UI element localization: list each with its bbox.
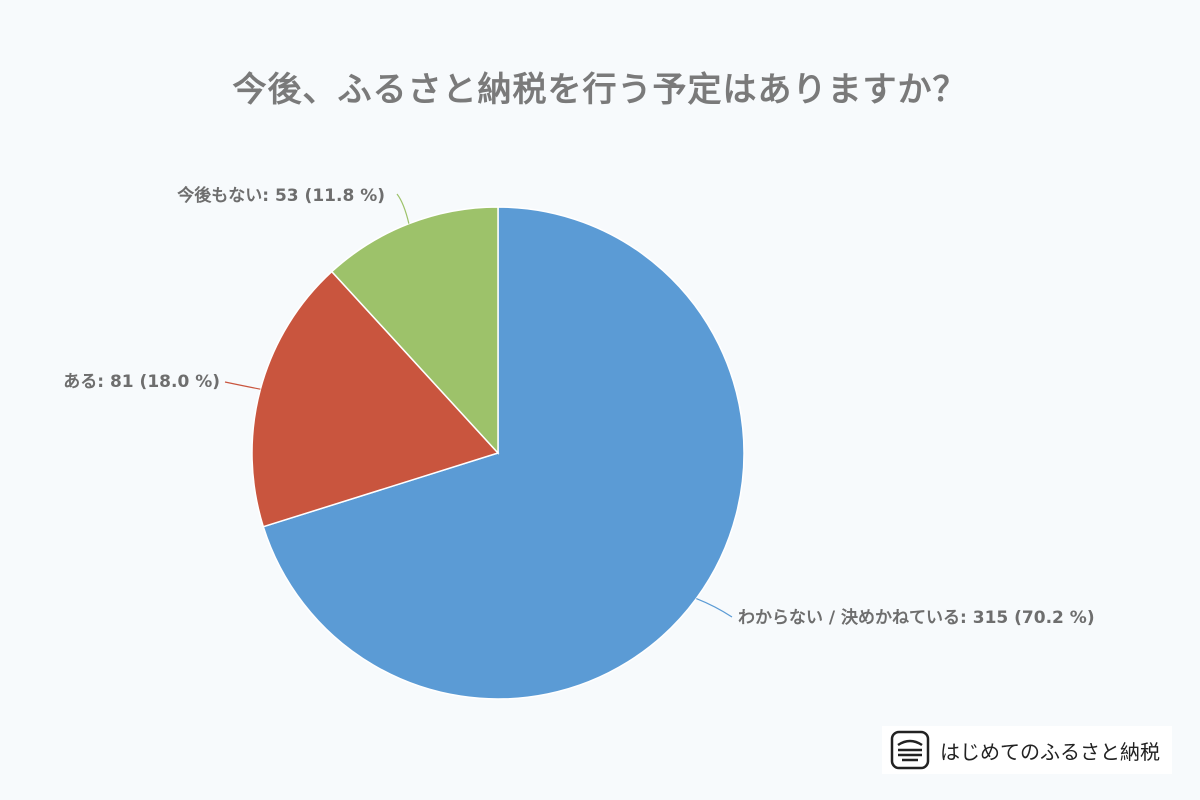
slice-label-2: ある: 81 (18.0 %) bbox=[63, 372, 220, 392]
pie-slice-3 bbox=[330, 206, 499, 455]
leader-line-2 bbox=[224, 381, 261, 390]
leader-line-1 bbox=[696, 598, 733, 618]
leader-line-3 bbox=[396, 193, 410, 224]
slice-label-3: 今後もない: 53 (11.8 %) bbox=[177, 185, 385, 206]
pie-slice-2 bbox=[251, 270, 500, 528]
chart-title: 今後、ふるさと納税を行う予定はありますか？ bbox=[232, 70, 968, 110]
furusato-logo-icon bbox=[890, 730, 930, 770]
brand-logo-text: はじめてのふるさと納税 bbox=[940, 739, 1160, 764]
slice-label-1: わからない / 決めかねている: 315 (70.2 %) bbox=[738, 607, 1095, 628]
pie-slice-1 bbox=[262, 206, 745, 700]
brand-logo: はじめてのふるさと納税 bbox=[882, 726, 1172, 774]
